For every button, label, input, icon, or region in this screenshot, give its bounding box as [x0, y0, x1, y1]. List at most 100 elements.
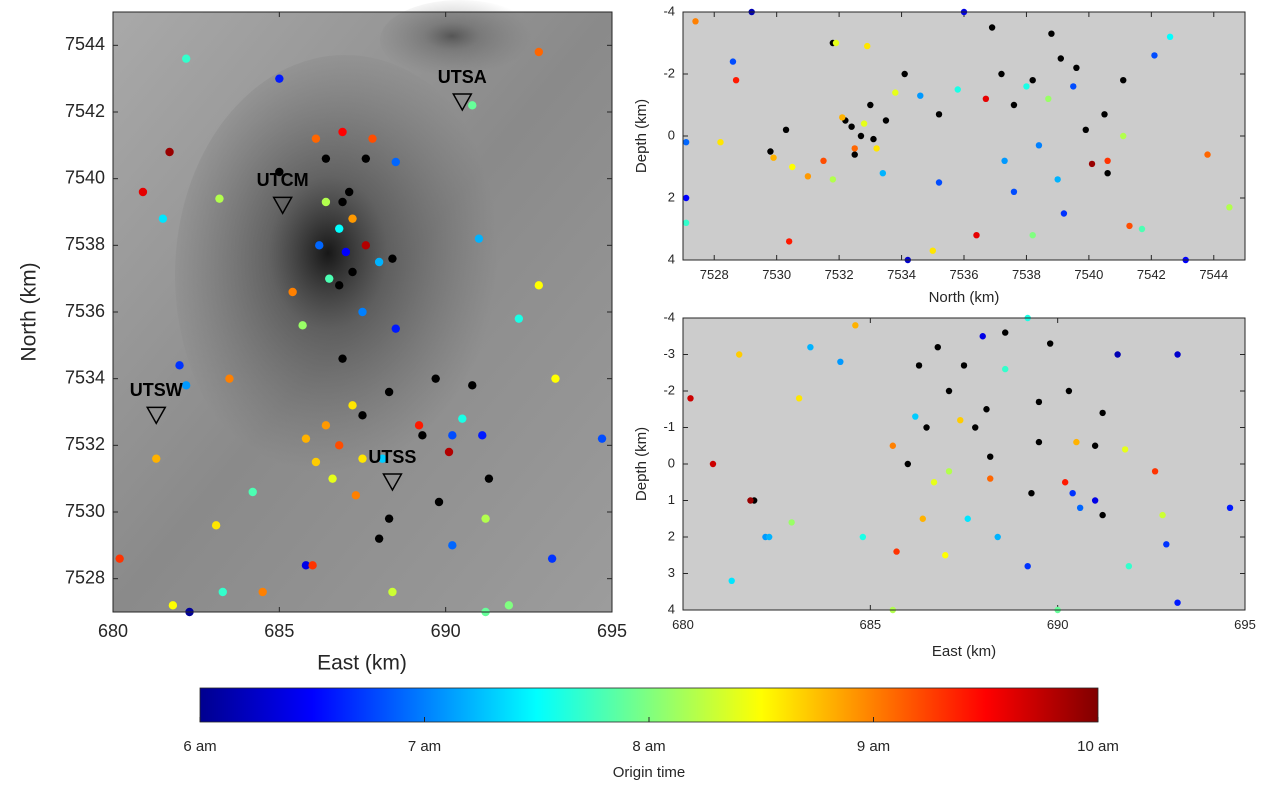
event-point — [915, 362, 923, 369]
event-point — [912, 413, 919, 420]
event-point — [321, 197, 331, 207]
event-point — [729, 58, 737, 65]
event-point — [929, 247, 936, 254]
event-point — [321, 421, 331, 430]
y-tick-label: 4 — [668, 251, 675, 266]
x-axis-label: East (km) — [932, 643, 996, 660]
event-point — [115, 554, 124, 563]
y-tick-label: 3 — [668, 565, 675, 580]
event-point — [534, 281, 544, 290]
event-point — [391, 157, 400, 167]
event-point — [597, 434, 607, 443]
y-tick-label: -3 — [663, 346, 675, 361]
event-point — [1174, 599, 1181, 606]
event-point — [335, 224, 344, 233]
event-point — [1002, 329, 1009, 336]
event-point — [1046, 340, 1054, 347]
event-point — [301, 561, 311, 570]
event-point — [152, 454, 161, 463]
x-tick-label: 7534 — [887, 267, 916, 282]
event-point — [839, 114, 846, 121]
station-label: UTCM — [257, 170, 309, 190]
event-point — [218, 587, 227, 597]
event-point — [158, 214, 168, 223]
event-point — [474, 234, 484, 243]
y-tick-label: 7534 — [65, 367, 105, 387]
colorbar-tick-label: 9 am — [857, 738, 890, 755]
colorbar-tick-label: 10 am — [1077, 738, 1119, 755]
event-point — [348, 401, 357, 410]
colorbar-tick-label: 7 am — [408, 738, 441, 755]
event-point — [728, 577, 735, 584]
y-tick-label: -2 — [663, 65, 675, 80]
event-point — [374, 257, 384, 267]
y-tick-label: 7542 — [65, 101, 105, 121]
event-point — [1035, 398, 1043, 406]
y-tick-label: 7540 — [65, 167, 105, 187]
event-point — [384, 387, 394, 397]
event-point — [973, 232, 980, 239]
event-point — [882, 117, 890, 124]
event-point — [851, 145, 858, 152]
event-point — [468, 101, 477, 110]
event-point — [1073, 64, 1080, 72]
plot-bg — [683, 12, 1245, 260]
event-point — [979, 333, 986, 340]
x-axis-label: East (km) — [317, 652, 407, 675]
event-point — [687, 395, 694, 402]
event-point — [954, 86, 961, 93]
y-tick-label: 2 — [668, 189, 675, 204]
event-point — [181, 381, 191, 390]
event-point — [901, 70, 908, 78]
points — [687, 314, 1234, 614]
event-point — [682, 194, 690, 202]
points — [115, 47, 607, 617]
y-tick-label: 7532 — [65, 434, 105, 454]
event-point — [860, 120, 868, 127]
event-point — [923, 424, 930, 431]
event-point — [311, 134, 321, 143]
event-point — [1076, 504, 1084, 511]
event-point — [1029, 232, 1036, 239]
event-point — [736, 351, 743, 358]
event-point — [1061, 479, 1069, 486]
x-tick-label: 690 — [431, 621, 461, 641]
event-point — [807, 344, 814, 351]
event-point — [275, 74, 284, 83]
event-point — [983, 406, 990, 413]
y-tick-label: 7544 — [65, 34, 105, 54]
colorbar — [199, 687, 1099, 723]
event-point — [138, 187, 148, 197]
event-point — [1099, 409, 1106, 417]
event-point — [1069, 490, 1076, 497]
event-point — [864, 42, 871, 50]
event-point — [551, 374, 560, 383]
event-point — [248, 487, 257, 497]
event-point — [181, 54, 191, 63]
event-point — [994, 533, 1001, 541]
event-point — [434, 497, 444, 507]
event-point — [448, 541, 457, 550]
event-point — [804, 173, 812, 180]
event-point — [747, 497, 754, 504]
event-point — [344, 187, 354, 197]
event-point — [867, 101, 874, 109]
event-point — [1048, 30, 1055, 37]
event-point — [682, 219, 690, 226]
axes-box — [112, 11, 613, 613]
event-point — [431, 374, 440, 383]
event-point — [1070, 83, 1077, 90]
event-point — [1073, 438, 1080, 446]
x-tick-label: 680 — [98, 621, 128, 641]
event-point — [351, 491, 361, 500]
event-point — [879, 170, 887, 177]
event-point — [534, 47, 544, 57]
y-tick-label: -2 — [663, 382, 675, 397]
event-point — [1091, 442, 1099, 449]
event-point — [1060, 210, 1068, 217]
event-point — [1138, 225, 1146, 233]
event-point — [1120, 77, 1127, 84]
event-point — [930, 479, 938, 486]
x-tick-label: 7544 — [1199, 267, 1228, 282]
